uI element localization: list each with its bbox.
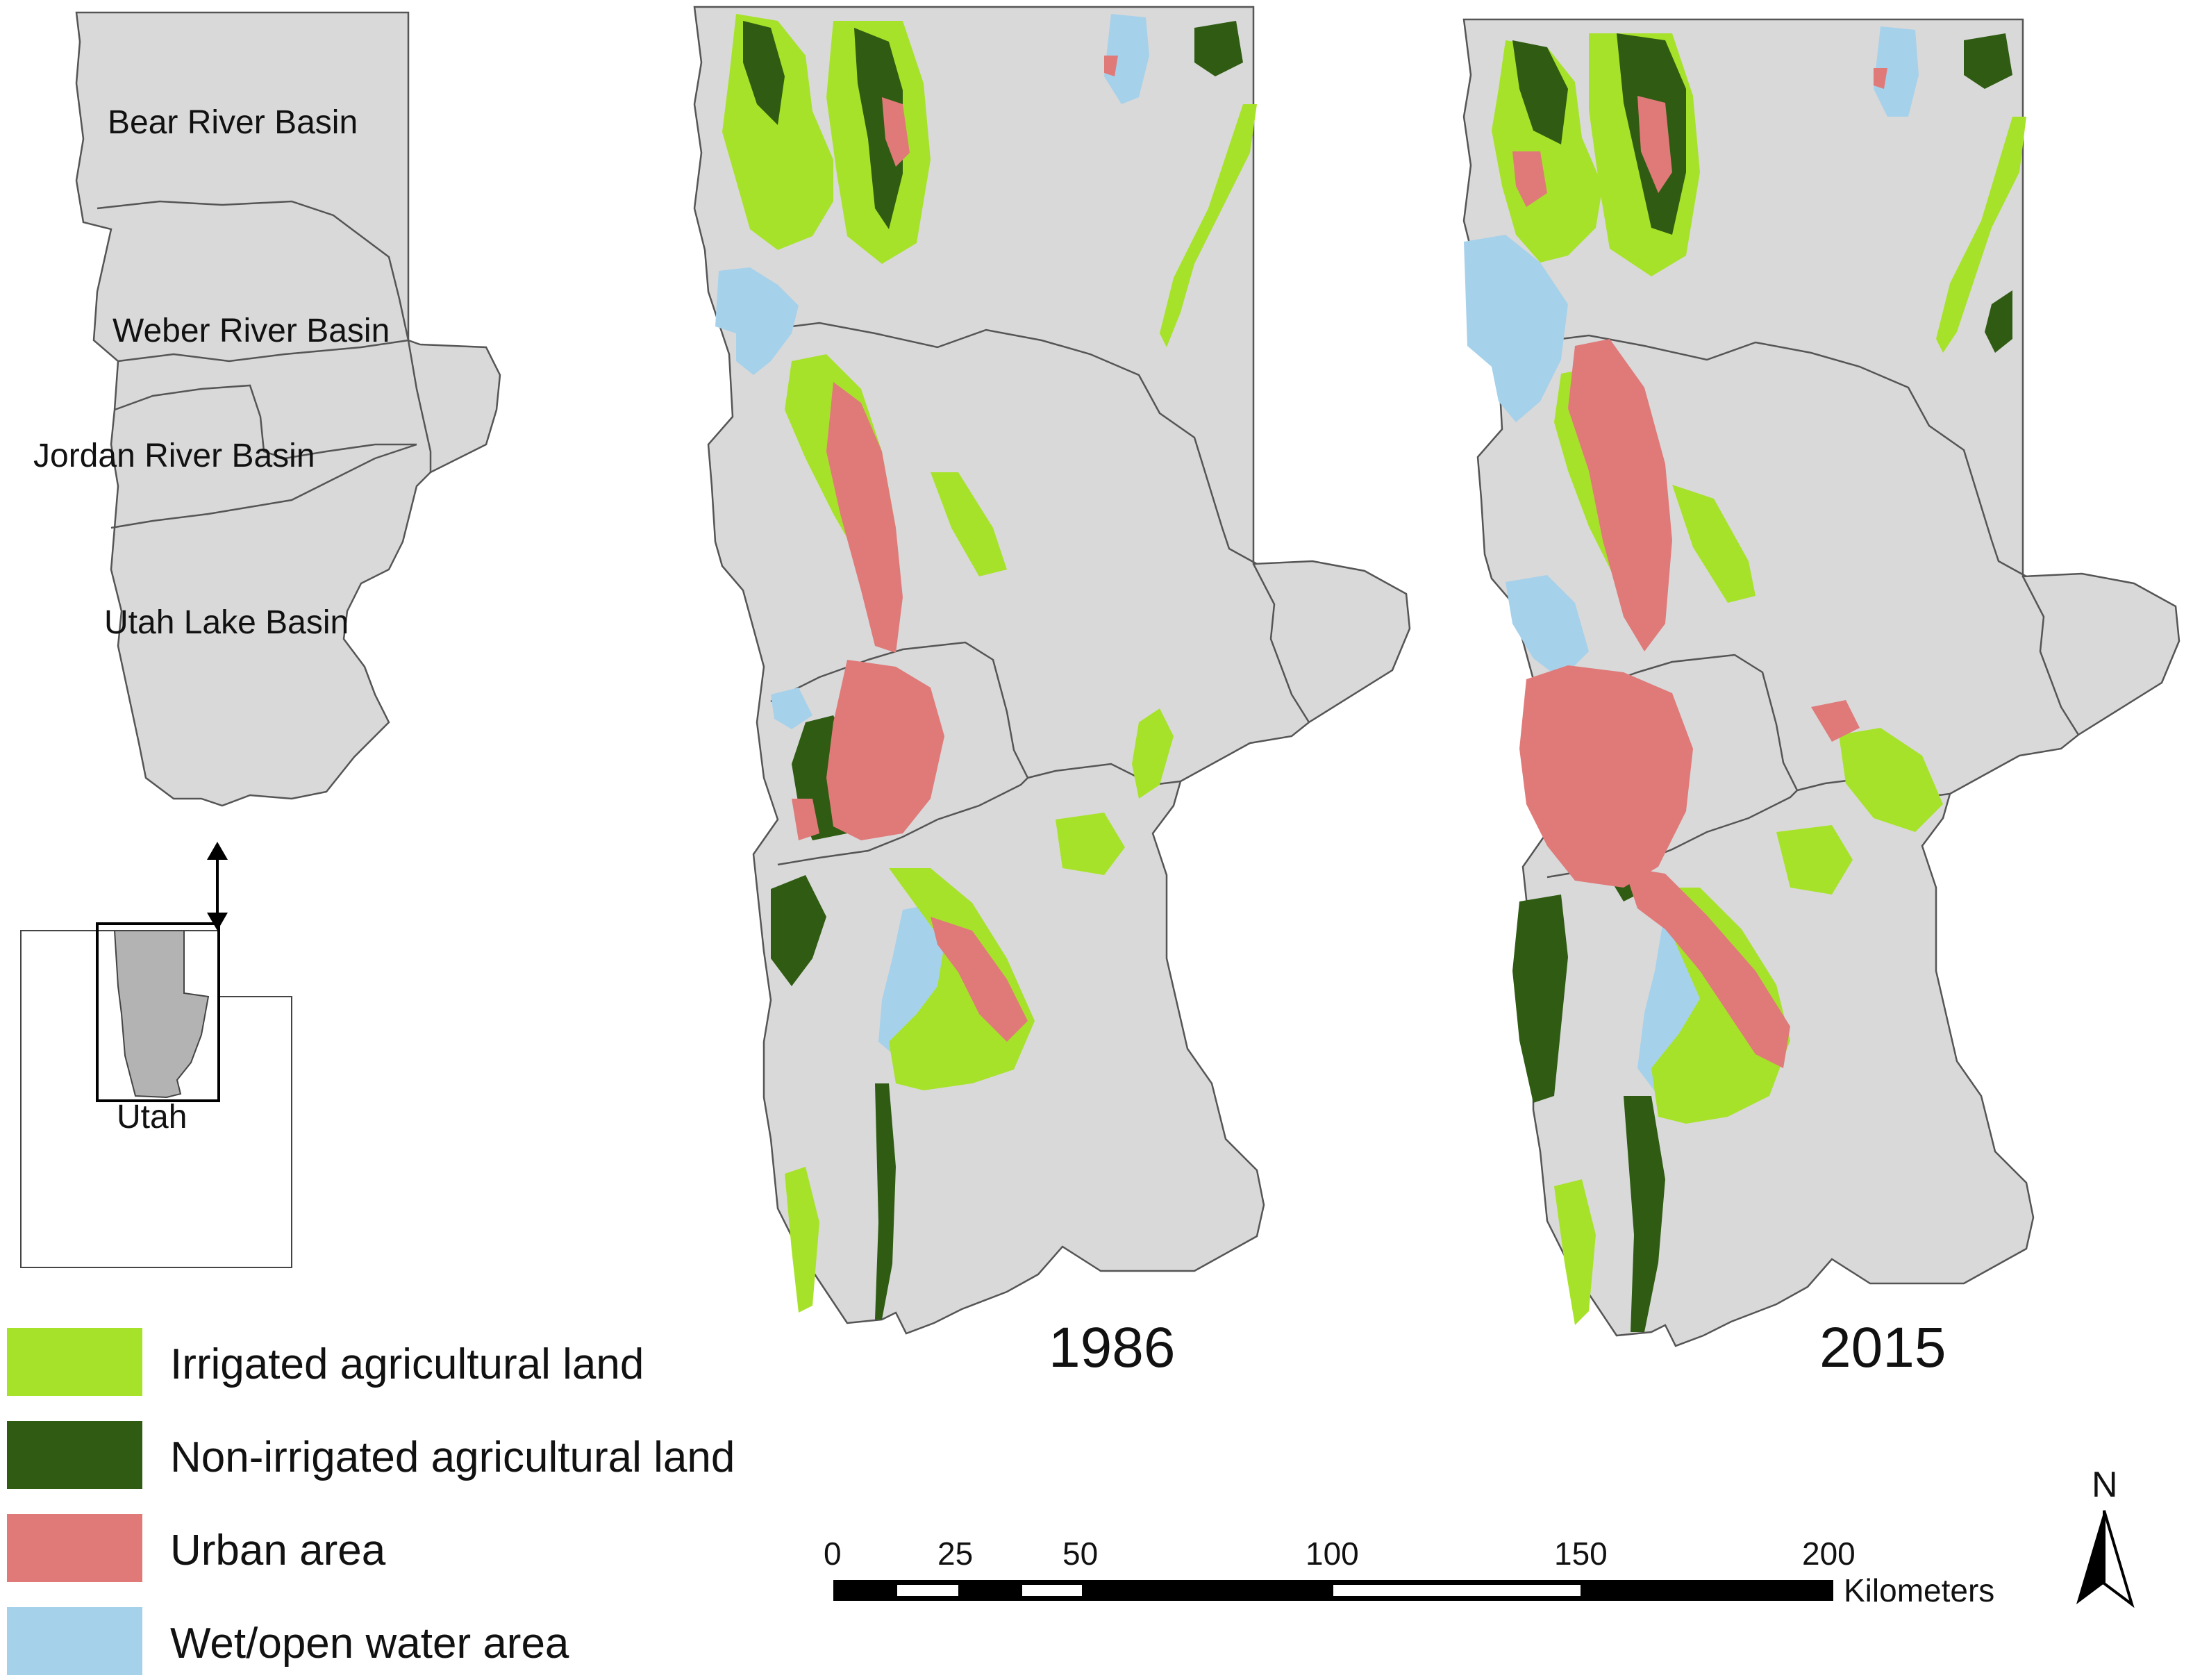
legend-label-irrigated: Irrigated agricultural land (170, 1340, 644, 1388)
legend-label-non-irrigated: Non-irrigated agricultural land (170, 1433, 735, 1481)
legend-swatch-irrigated (7, 1328, 142, 1396)
locator-arrow (207, 842, 228, 931)
scale-tick-100: 100 (1306, 1536, 1359, 1572)
north-arrow-label: N (2092, 1465, 2118, 1505)
legend-swatch-urban (7, 1514, 142, 1582)
utah-inset-map: Utah (20, 922, 292, 1268)
year-label-1986: 1986 (1049, 1316, 1175, 1379)
scale-tick-150: 150 (1554, 1536, 1608, 1572)
legend-label-water: Wet/open water area (170, 1620, 569, 1667)
scale-tick-25: 25 (937, 1536, 973, 1572)
basin-label-weber: Weber River Basin (112, 313, 390, 349)
legend: Irrigated agricultural land Non-irrigate… (7, 1328, 735, 1675)
legend-swatch-non-irrigated (7, 1421, 142, 1489)
map-1986 (693, 6, 1411, 1335)
map-2015 (1462, 18, 2181, 1347)
legend-swatch-water (7, 1607, 142, 1675)
legend-item-irrigated: Irrigated agricultural land (7, 1328, 644, 1396)
legend-label-urban: Urban area (170, 1527, 386, 1574)
legend-item-water: Wet/open water area (7, 1607, 569, 1675)
scale-tick-200: 200 (1802, 1536, 1856, 1572)
utah-label: Utah (117, 1099, 187, 1136)
basin-label-jordan: Jordan River Basin (33, 438, 315, 474)
scale-unit: Kilometers (1844, 1572, 1994, 1608)
north-arrow-icon (2076, 1511, 2104, 1604)
scale-tick-0: 0 (824, 1536, 842, 1572)
scale-tick-50: 50 (1062, 1536, 1098, 1572)
basin-label-bear: Bear River Basin (108, 104, 358, 141)
north-arrow: N (2076, 1465, 2135, 1608)
scale-bar: 0 25 50 100 150 200 Kilometers (824, 1536, 1994, 1608)
legend-item-urban: Urban area (7, 1514, 386, 1582)
year-label-2015: 2015 (1819, 1316, 1946, 1379)
legend-item-non-irrigated: Non-irrigated agricultural land (7, 1421, 735, 1489)
basin-reference-map: Bear River Basin Weber River Basin Jorda… (33, 11, 501, 807)
basin-label-utah-lake: Utah Lake Basin (104, 604, 349, 641)
